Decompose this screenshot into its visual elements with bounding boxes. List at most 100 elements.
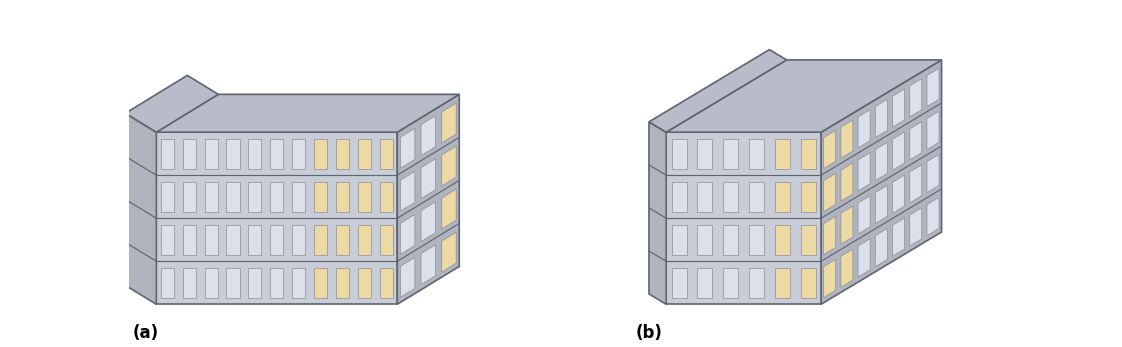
Bar bbox=[672, 225, 687, 255]
Bar bbox=[183, 225, 195, 255]
Polygon shape bbox=[649, 50, 787, 132]
Bar bbox=[724, 225, 738, 255]
Bar bbox=[358, 225, 371, 255]
Bar bbox=[698, 268, 712, 298]
Polygon shape bbox=[927, 68, 939, 107]
Polygon shape bbox=[421, 159, 435, 198]
Polygon shape bbox=[824, 217, 836, 255]
Bar bbox=[335, 225, 349, 255]
Polygon shape bbox=[910, 79, 922, 117]
Polygon shape bbox=[442, 103, 457, 143]
Polygon shape bbox=[442, 146, 457, 186]
Bar bbox=[227, 139, 240, 169]
Bar bbox=[801, 182, 816, 212]
Bar bbox=[672, 182, 687, 212]
Bar bbox=[227, 225, 240, 255]
Bar bbox=[292, 225, 305, 255]
Bar bbox=[160, 182, 174, 212]
Bar bbox=[724, 182, 738, 212]
Polygon shape bbox=[840, 163, 853, 201]
Bar bbox=[248, 268, 261, 298]
Bar bbox=[270, 139, 284, 169]
Bar bbox=[314, 268, 328, 298]
Polygon shape bbox=[840, 206, 853, 244]
Polygon shape bbox=[824, 130, 836, 169]
Bar bbox=[204, 268, 218, 298]
Polygon shape bbox=[666, 60, 941, 132]
Bar bbox=[335, 268, 349, 298]
Polygon shape bbox=[840, 120, 853, 158]
Polygon shape bbox=[927, 197, 939, 236]
Bar bbox=[749, 139, 764, 169]
Polygon shape bbox=[401, 214, 415, 254]
Bar bbox=[672, 268, 687, 298]
Bar bbox=[358, 268, 371, 298]
Polygon shape bbox=[442, 232, 457, 272]
Bar bbox=[227, 268, 240, 298]
Bar bbox=[183, 182, 195, 212]
Polygon shape bbox=[875, 185, 888, 223]
Bar bbox=[724, 268, 738, 298]
Bar bbox=[270, 268, 284, 298]
Polygon shape bbox=[892, 89, 904, 127]
Polygon shape bbox=[840, 249, 853, 287]
Polygon shape bbox=[156, 94, 459, 132]
Polygon shape bbox=[910, 208, 922, 246]
Polygon shape bbox=[892, 175, 904, 213]
Bar bbox=[160, 268, 174, 298]
Polygon shape bbox=[666, 132, 821, 304]
Polygon shape bbox=[821, 60, 941, 304]
Bar bbox=[379, 139, 393, 169]
Bar bbox=[749, 225, 764, 255]
Bar bbox=[204, 182, 218, 212]
Polygon shape bbox=[858, 153, 871, 191]
Polygon shape bbox=[126, 75, 219, 132]
Polygon shape bbox=[649, 122, 666, 304]
Bar bbox=[292, 268, 305, 298]
Polygon shape bbox=[892, 218, 904, 256]
Bar bbox=[698, 225, 712, 255]
Polygon shape bbox=[875, 99, 888, 137]
Bar bbox=[183, 139, 195, 169]
Bar bbox=[672, 139, 687, 169]
Polygon shape bbox=[421, 202, 435, 242]
Bar bbox=[775, 225, 790, 255]
Bar bbox=[270, 182, 284, 212]
Bar bbox=[314, 182, 328, 212]
Polygon shape bbox=[910, 122, 922, 160]
Bar bbox=[724, 139, 738, 169]
Bar bbox=[379, 268, 393, 298]
Polygon shape bbox=[156, 132, 397, 304]
Polygon shape bbox=[927, 154, 939, 193]
Polygon shape bbox=[442, 189, 457, 229]
Bar bbox=[292, 182, 305, 212]
Polygon shape bbox=[824, 260, 836, 298]
Polygon shape bbox=[401, 128, 415, 168]
Polygon shape bbox=[824, 174, 836, 212]
Bar bbox=[335, 139, 349, 169]
Bar bbox=[358, 139, 371, 169]
Text: (a): (a) bbox=[132, 324, 158, 342]
Bar bbox=[801, 268, 816, 298]
Polygon shape bbox=[126, 113, 156, 304]
Bar bbox=[314, 225, 328, 255]
Bar bbox=[379, 225, 393, 255]
Bar bbox=[160, 139, 174, 169]
Polygon shape bbox=[401, 257, 415, 297]
Bar bbox=[775, 182, 790, 212]
Bar bbox=[801, 139, 816, 169]
Bar bbox=[270, 225, 284, 255]
Polygon shape bbox=[858, 196, 871, 234]
Bar bbox=[248, 225, 261, 255]
Polygon shape bbox=[421, 116, 435, 155]
Polygon shape bbox=[397, 94, 459, 304]
Bar bbox=[358, 182, 371, 212]
Bar bbox=[698, 182, 712, 212]
Bar bbox=[775, 139, 790, 169]
Bar bbox=[183, 268, 195, 298]
Bar bbox=[749, 182, 764, 212]
Polygon shape bbox=[910, 165, 922, 203]
Polygon shape bbox=[858, 110, 871, 148]
Bar bbox=[379, 182, 393, 212]
Bar bbox=[160, 225, 174, 255]
